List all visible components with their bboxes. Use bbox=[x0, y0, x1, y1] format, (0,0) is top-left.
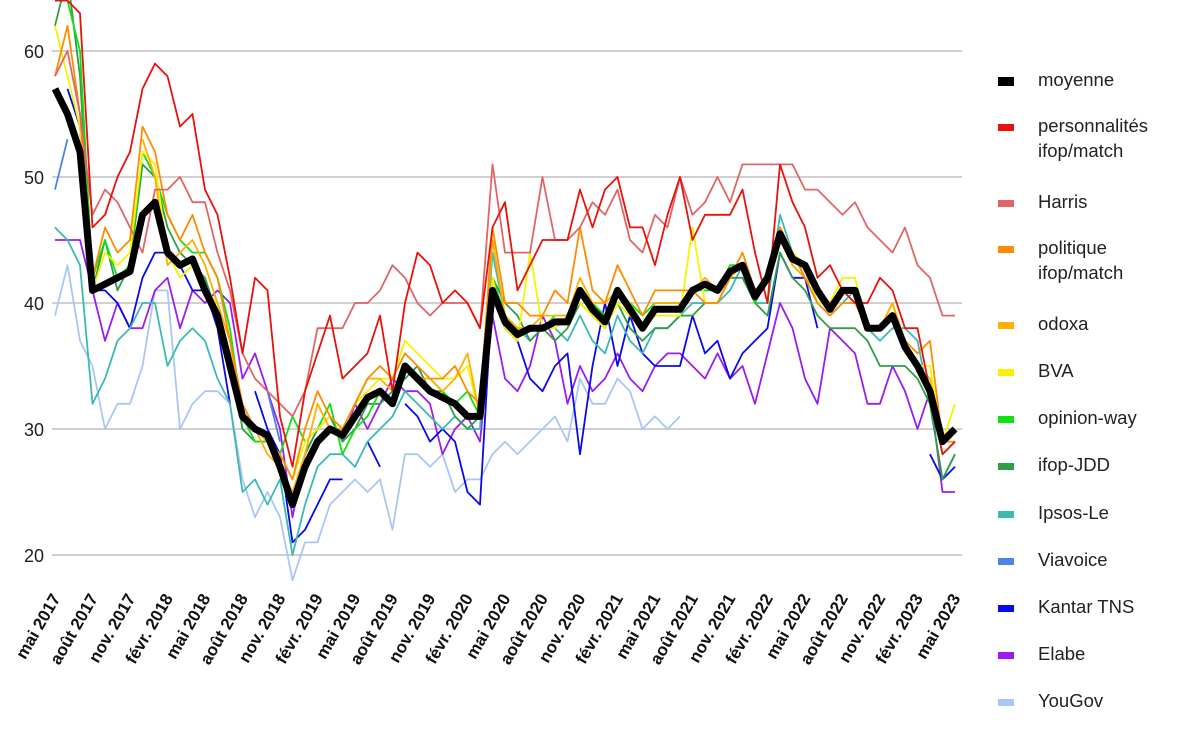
legend-swatch bbox=[998, 416, 1014, 423]
series-moyenne bbox=[51, 87, 958, 509]
series-line bbox=[54, 138, 69, 190]
series-line bbox=[366, 441, 381, 468]
legend-label: YouGov bbox=[1038, 690, 1104, 711]
legend-item: odoxa bbox=[998, 313, 1088, 336]
legend-item: Viavoice bbox=[998, 549, 1108, 572]
legend-swatch bbox=[998, 124, 1014, 131]
legend-item: Ipsos-Le bbox=[998, 502, 1109, 525]
y-tick-label: 20 bbox=[24, 546, 44, 566]
series-personnalit-s-ifop-match bbox=[55, 0, 956, 468]
legend-label: BVA bbox=[1038, 360, 1074, 381]
series-line bbox=[54, 264, 681, 582]
series-elabe bbox=[55, 239, 955, 519]
legend-label: personnalités ifop/match bbox=[1038, 115, 1149, 161]
legend-item: moyenne bbox=[998, 69, 1114, 92]
series-line bbox=[266, 390, 281, 442]
legend-item: BVA bbox=[998, 360, 1074, 383]
legend-swatch bbox=[998, 246, 1014, 253]
legend-swatch bbox=[998, 699, 1014, 706]
legend-swatch bbox=[998, 463, 1014, 470]
legend-swatch bbox=[998, 322, 1014, 329]
legend-item: Harris bbox=[998, 191, 1087, 214]
series-yougov bbox=[54, 264, 681, 582]
legend-label: Kantar TNS bbox=[1038, 596, 1135, 617]
legend-label: moyenne bbox=[1038, 69, 1115, 90]
y-tick-label: 40 bbox=[24, 294, 44, 314]
series-line bbox=[51, 87, 958, 509]
series-harris bbox=[54, 50, 955, 418]
legend-label: Harris bbox=[1038, 191, 1088, 212]
y-tick-label: 50 bbox=[24, 168, 44, 188]
legend-label: ifop-JDD bbox=[1038, 454, 1110, 475]
legend-item: Kantar TNS bbox=[998, 596, 1134, 619]
legend-swatch bbox=[998, 77, 1014, 86]
legend-label: odoxa bbox=[1038, 313, 1089, 334]
legend-swatch bbox=[998, 652, 1014, 659]
series-viavoice bbox=[54, 138, 281, 442]
legend-item: YouGov bbox=[998, 690, 1103, 713]
legend-label: Ipsos-Le bbox=[1038, 502, 1109, 523]
legend-swatch bbox=[998, 200, 1014, 207]
legend-label: Viavoice bbox=[1038, 549, 1108, 570]
legend-item: personnalités ifop/match bbox=[998, 115, 1188, 163]
legend-swatch bbox=[998, 511, 1014, 518]
legend-item: politique ifop/match bbox=[998, 237, 1188, 285]
y-tick-label: 30 bbox=[24, 420, 44, 440]
legend-swatch bbox=[998, 605, 1014, 612]
legend-label: opinion-way bbox=[1038, 407, 1137, 428]
legend-item: ifop-JDD bbox=[998, 454, 1110, 477]
series-line bbox=[55, 239, 955, 519]
series-line bbox=[55, 0, 956, 468]
legend-swatch bbox=[998, 369, 1014, 376]
series-kantar-tns bbox=[66, 88, 956, 544]
legend-item: opinion-way bbox=[998, 407, 1137, 430]
legend-label: Elabe bbox=[1038, 643, 1086, 664]
legend-item: Elabe bbox=[998, 643, 1085, 666]
series-politique-ifop-match bbox=[54, 24, 955, 481]
legend-swatch bbox=[998, 558, 1014, 565]
series-line bbox=[54, 50, 955, 418]
y-tick-label: 60 bbox=[24, 42, 44, 62]
series-line bbox=[54, 24, 955, 481]
legend-label: politique ifop/match bbox=[1038, 237, 1124, 283]
